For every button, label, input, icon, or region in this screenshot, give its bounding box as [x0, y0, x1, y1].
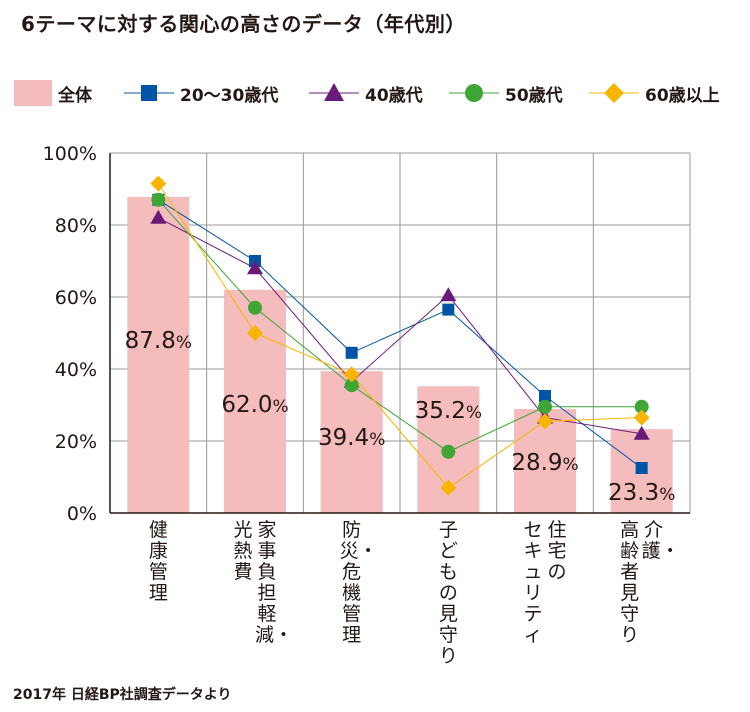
legend: 全体 20〜30歳代 40歳代 50歳代 60歳以上 — [14, 78, 744, 108]
data-point-diamond — [247, 325, 263, 341]
data-point-circle — [151, 192, 166, 207]
x-tick-label-column: 高齢者見守り — [620, 519, 640, 646]
series-line — [157, 199, 642, 453]
y-tick-label: 20% — [55, 431, 97, 453]
bar-value-label: 28.9% — [511, 450, 578, 476]
data-point-triangle — [633, 425, 650, 440]
data-point-diamond — [440, 479, 457, 496]
bar — [320, 371, 383, 513]
data-point-triangle — [150, 209, 167, 224]
series-markers — [150, 175, 650, 496]
bar-value-label: 87.8% — [125, 328, 192, 354]
data-point-square — [442, 303, 455, 316]
bar-value-label: 62.0% — [221, 392, 288, 418]
x-tick-label-column: 家事負担軽減・ — [255, 519, 294, 646]
legend-label: 全体 — [58, 85, 92, 106]
data-point-triangle — [247, 260, 263, 275]
x-tick-label: 防災・危機管理 — [339, 519, 378, 646]
legend-label: 60歳以上 — [645, 85, 720, 106]
data-point-triangle — [440, 287, 457, 302]
legend-swatch-bar — [14, 80, 52, 106]
series-lines — [157, 183, 642, 489]
legend-label: 40歳代 — [365, 85, 423, 106]
x-tick-label-column: セキュリティ — [523, 519, 543, 646]
x-tick-label: 家事負担軽減・ 光熱費 — [231, 519, 294, 646]
series-line — [158, 199, 642, 469]
bar — [127, 196, 190, 514]
legend-item-40: 40歳代 — [309, 78, 423, 108]
data-point-diamond — [633, 409, 650, 426]
x-tick-label-column: 健康管理 — [148, 519, 168, 604]
legend-label: 50歳代 — [505, 85, 563, 106]
source-note: 2017年 日経BP社調査データより — [13, 687, 232, 703]
x-tick-label-column: 子どもの見守り — [438, 519, 458, 667]
x-tick-label-column: 介護・ — [641, 519, 680, 562]
x-tick-label: 子どもの見守り — [436, 520, 460, 667]
data-labels: 87.8% 62.0% 39.4% 35.2% 28.9% 23.3% — [125, 328, 676, 506]
diamond-marker-icon — [589, 83, 639, 103]
data-point-square — [345, 346, 358, 359]
bar-value-label: 35.2% — [415, 398, 482, 424]
legend-label: 20〜30歳代 — [180, 85, 279, 106]
x-tick-label-column: 住宅の — [547, 519, 567, 583]
grid-lines — [110, 152, 690, 513]
circle-marker-icon — [449, 84, 499, 102]
data-point-circle — [634, 399, 649, 414]
y-tick-label: 60% — [55, 287, 97, 309]
legend-item-60: 60歳以上 — [589, 78, 720, 108]
x-tick-label-column: 防災・危機管理 — [339, 519, 378, 646]
y-tick-label: 100% — [43, 143, 97, 165]
y-tick-label: 80% — [55, 215, 97, 237]
data-point-circle — [538, 399, 552, 414]
chart-title: 6テーマに対する関心の高さのデータ（年代別） — [21, 12, 466, 36]
y-tick-label: 40% — [55, 359, 97, 381]
x-tick-label: 介護・ 高齢者見守り — [618, 519, 680, 646]
triangle-marker-icon — [309, 83, 359, 101]
bar-value-label: 23.3% — [608, 480, 675, 506]
x-tick-label: 健康管理 — [146, 520, 170, 604]
y-tick-label: 0% — [67, 503, 97, 525]
bar-value-label: 39.4% — [318, 425, 385, 451]
legend-item-20-30: 20〜30歳代 — [124, 78, 278, 108]
data-point-square — [539, 390, 551, 402]
series-line — [157, 183, 642, 489]
axes: 0% 20% 40% 60% 80% 100% — [43, 143, 691, 525]
data-point-circle — [344, 378, 359, 393]
square-marker-icon — [124, 85, 174, 101]
data-point-diamond — [537, 413, 553, 430]
data-point-diamond — [343, 366, 360, 383]
legend-item-50: 50歳代 — [449, 78, 563, 108]
data-point-circle — [248, 300, 262, 315]
data-point-square — [635, 462, 648, 474]
data-point-circle — [441, 444, 456, 459]
x-tick-label-column: 光熱費 — [233, 519, 253, 583]
legend-item-all: 全体 — [14, 78, 92, 108]
data-point-diamond — [150, 175, 167, 192]
x-tick-label: 住宅の セキュリティ — [521, 520, 569, 646]
